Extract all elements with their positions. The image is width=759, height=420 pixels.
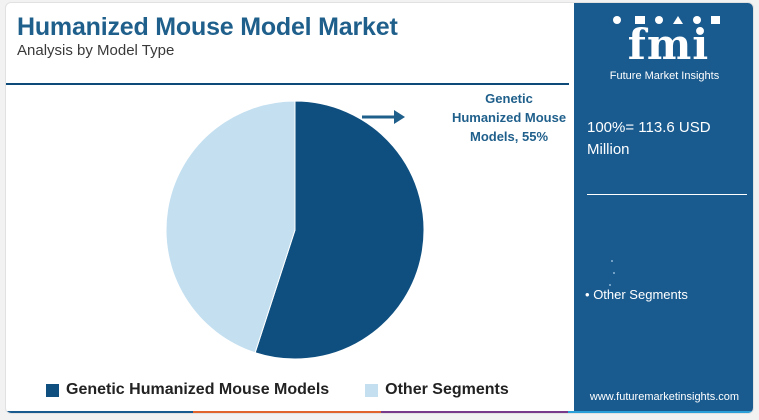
pie-chart xyxy=(165,100,425,360)
stripe-segment xyxy=(380,411,568,413)
market-total-line1: 100%= 113.6 USD xyxy=(587,119,711,136)
chart-legend: Genetic Humanized Mouse Models Other Seg… xyxy=(46,380,545,400)
logo-subtitle: Future Market Insights xyxy=(609,70,720,82)
market-total-line2: Million xyxy=(587,141,630,158)
logo-decoration-icon xyxy=(613,16,720,24)
pie-slice-other xyxy=(165,100,296,354)
slice-data-label-line1: Genetic xyxy=(485,91,533,106)
stripe-segment xyxy=(567,411,753,413)
bullet-icon: • xyxy=(585,287,590,302)
legend-item-genetic: Genetic Humanized Mouse Models xyxy=(46,381,329,399)
legend-swatch-other xyxy=(365,383,379,397)
page-subtitle: Analysis by Model Type xyxy=(17,42,175,59)
side-panel: fmi Future Market Insights 100%= 113.6 U… xyxy=(574,3,753,413)
legend-item-other: Other Segments xyxy=(365,381,509,399)
slice-data-label-line3: Models, 55% xyxy=(469,129,549,144)
legend-swatch-genetic xyxy=(46,383,59,397)
page-title: Humanized Mouse Model Market xyxy=(17,13,398,41)
side-divider xyxy=(587,194,747,195)
title-divider xyxy=(6,83,569,85)
slice-data-label-line2: Humanized Mouse xyxy=(451,110,567,125)
market-total: 100%= 113.6 USD Million xyxy=(587,117,747,161)
dot-pattern-icon xyxy=(609,260,617,296)
callout-arrow-icon xyxy=(362,110,405,124)
chart-card: Humanized Mouse Model Market Analysis by… xyxy=(5,2,754,414)
stripe-segment xyxy=(6,411,194,413)
website-link[interactable]: www.futuremarketinsights.com xyxy=(589,391,740,403)
pie-slices xyxy=(165,100,425,360)
pie-slice-genetic xyxy=(254,100,425,360)
side-other-segments-label: Other Segments xyxy=(593,287,688,302)
side-other-segments: • Other Segments xyxy=(585,287,688,302)
stripe-segment xyxy=(193,411,381,413)
slice-data-label: Genetic Humanized Mouse Models, 55% xyxy=(434,89,584,146)
bottom-color-stripe xyxy=(6,411,753,413)
fmi-logo: fmi xyxy=(627,20,710,69)
legend-label-genetic: Genetic Humanized Mouse Models xyxy=(66,381,330,398)
legend-label-other: Other Segments xyxy=(385,381,509,398)
